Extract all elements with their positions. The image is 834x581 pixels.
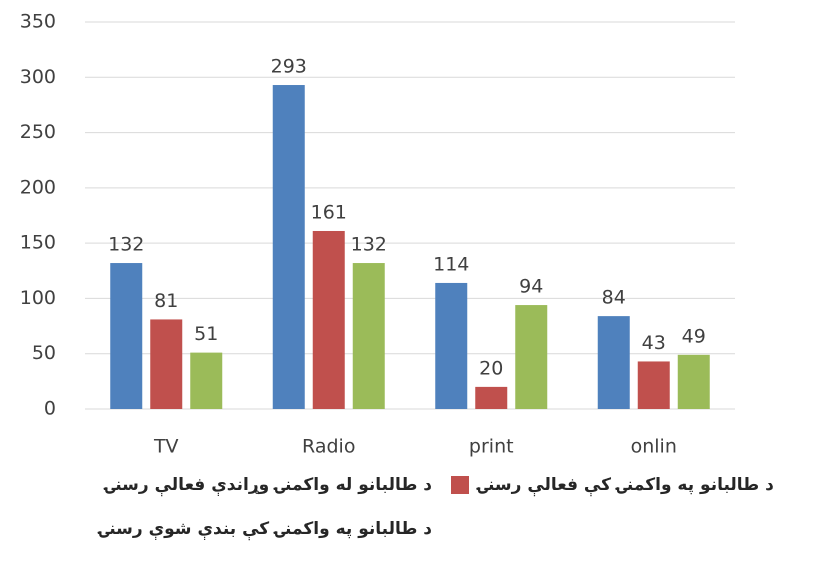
data-label: 84 bbox=[602, 287, 626, 309]
data-label: 293 bbox=[271, 56, 307, 78]
x-tick-label: print bbox=[469, 436, 514, 458]
y-tick-label: 0 bbox=[44, 398, 56, 420]
bar bbox=[435, 282, 468, 409]
legend-label: د طالبانو له واکمنۍ وړاندې فعالې رسنۍ bbox=[103, 475, 432, 497]
legend-label: د طالبانو په واکمنۍ کې فعالې رسنۍ bbox=[476, 475, 774, 497]
y-tick-label: 200 bbox=[20, 176, 56, 198]
data-label: 132 bbox=[108, 234, 144, 256]
bar bbox=[150, 319, 183, 409]
bar bbox=[597, 316, 630, 409]
data-label: 20 bbox=[479, 357, 503, 379]
bar bbox=[677, 354, 710, 409]
y-tick-label: 250 bbox=[20, 121, 56, 143]
data-label: 114 bbox=[433, 253, 469, 275]
y-tick-label: 100 bbox=[20, 287, 56, 309]
data-label: 161 bbox=[311, 201, 347, 223]
y-tick-label: 150 bbox=[20, 232, 56, 254]
data-label: 81 bbox=[154, 290, 178, 312]
data-label: 43 bbox=[642, 332, 666, 354]
legend-label: د طالبانو په واکمنۍ کې بندې شوې رسنۍ bbox=[97, 519, 432, 541]
bar bbox=[110, 263, 143, 409]
data-label: 49 bbox=[682, 325, 706, 347]
x-tick-label: TV bbox=[153, 436, 179, 458]
bar bbox=[272, 85, 305, 410]
bar bbox=[352, 263, 385, 409]
legend-marker bbox=[451, 476, 469, 494]
bar bbox=[515, 305, 548, 409]
y-tick-label: 50 bbox=[32, 342, 56, 364]
data-label: 132 bbox=[351, 234, 387, 256]
data-label: 51 bbox=[194, 323, 218, 345]
y-tick-label: 300 bbox=[20, 66, 56, 88]
bar bbox=[475, 386, 508, 409]
x-tick-label: Radio bbox=[302, 436, 355, 458]
bar bbox=[637, 361, 670, 409]
bar bbox=[312, 230, 345, 409]
y-tick-label: 350 bbox=[20, 11, 56, 33]
bar bbox=[190, 352, 223, 409]
x-tick-label: onlin bbox=[631, 436, 677, 458]
data-label: 94 bbox=[519, 276, 543, 298]
